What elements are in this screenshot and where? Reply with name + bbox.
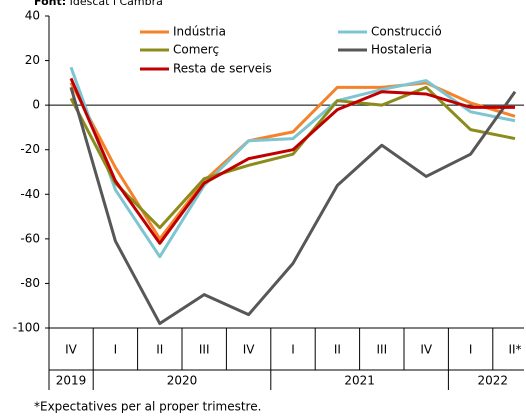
x-tick-label: II	[156, 343, 163, 357]
x-tick-label: IV	[420, 343, 433, 357]
y-tick-label: 20	[25, 53, 40, 67]
y-tick-label: 40	[25, 9, 40, 23]
year-label: 2019	[56, 374, 87, 388]
source-label: Font:	[34, 0, 66, 8]
legend-label: Resta de serveis	[173, 62, 272, 76]
year-label: 2022	[478, 374, 509, 388]
x-tick-label: III	[199, 343, 210, 357]
source-text: Idescat i Cambra	[70, 0, 163, 8]
series-line	[69, 85, 516, 230]
x-tick-label: I	[114, 343, 118, 357]
y-tick-label: 0	[32, 98, 40, 112]
legend-label: Construcció	[371, 25, 442, 39]
year-label: 2021	[344, 374, 375, 388]
y-tick-label: -60	[20, 231, 40, 245]
x-tick-label: II*	[508, 343, 521, 357]
year-label: 2020	[167, 374, 198, 388]
y-tick-label: -20	[20, 142, 40, 156]
legend-label: Comerç	[173, 43, 219, 57]
x-tick-label: IV	[243, 343, 256, 357]
source: Font: Idescat i Cambra	[34, 0, 163, 8]
series-line	[69, 77, 515, 245]
y-tick-label: -40	[20, 187, 40, 201]
x-tick-label: I	[291, 343, 295, 357]
footnote: *Expectatives per al proper trimestre.	[34, 400, 261, 414]
x-tick-label: III	[376, 343, 387, 357]
legend-label: Hostaleria	[371, 43, 432, 57]
series-line	[69, 66, 516, 259]
legend-label: Indústria	[173, 25, 226, 39]
y-tick-label: -80	[20, 276, 40, 290]
x-tick-label: I	[469, 343, 473, 357]
series-line	[69, 81, 516, 241]
y-tick-label: -100	[13, 321, 40, 335]
series-line	[69, 86, 517, 326]
x-tick-label: IV	[65, 343, 78, 357]
x-tick-label: II	[334, 343, 341, 357]
